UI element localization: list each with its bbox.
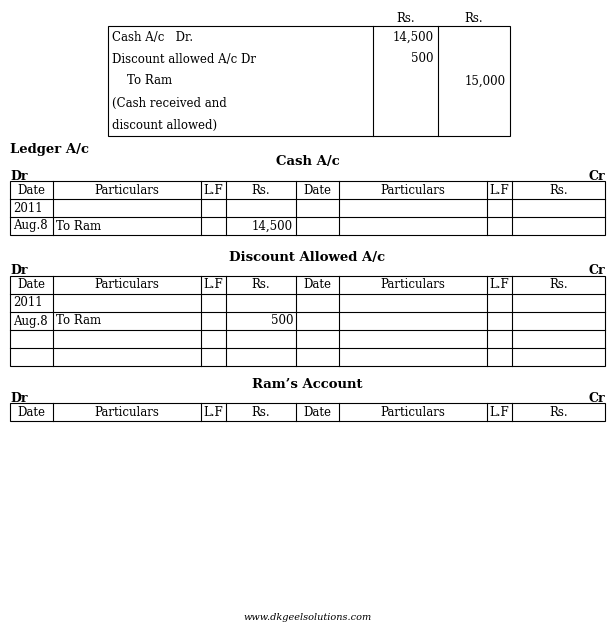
Bar (10, 403, 605, 421)
Text: Cr: Cr (589, 265, 605, 277)
Text: 2011: 2011 (13, 297, 42, 309)
Text: (Cash received and: (Cash received and (112, 96, 227, 110)
Text: Aug.8: Aug.8 (13, 314, 47, 327)
Text: L.F: L.F (204, 406, 223, 419)
Text: Particulars: Particulars (381, 279, 445, 292)
Text: Rs.: Rs. (465, 11, 483, 24)
Text: Date: Date (303, 279, 331, 292)
Bar (10, 181, 605, 235)
Text: Aug.8: Aug.8 (13, 220, 47, 232)
Text: Dr: Dr (10, 265, 28, 277)
Text: www.dkgeelsolutions.com: www.dkgeelsolutions.com (244, 612, 371, 622)
Text: 14,500: 14,500 (252, 220, 293, 232)
Text: Cr: Cr (589, 170, 605, 183)
Text: To Ram: To Ram (56, 314, 101, 327)
Text: Rs.: Rs. (252, 279, 271, 292)
Text: 2011: 2011 (13, 202, 42, 215)
Text: Dr: Dr (10, 170, 28, 183)
Text: Date: Date (17, 183, 46, 197)
Text: L.F: L.F (490, 183, 509, 197)
Text: To Ram: To Ram (112, 74, 172, 88)
Text: L.F: L.F (490, 406, 509, 419)
Text: discount allowed): discount allowed) (112, 118, 217, 131)
Text: 14,500: 14,500 (393, 31, 434, 43)
Text: Date: Date (303, 406, 331, 419)
Text: L.F: L.F (490, 279, 509, 292)
Bar (108, 26, 510, 136)
Text: Discount allowed A/c Dr: Discount allowed A/c Dr (112, 53, 256, 66)
Text: Dr: Dr (10, 391, 28, 404)
Text: Particulars: Particulars (95, 183, 159, 197)
Text: Particulars: Particulars (95, 279, 159, 292)
Text: 500: 500 (411, 53, 434, 66)
Text: Particulars: Particulars (95, 406, 159, 419)
Text: Rs.: Rs. (549, 406, 568, 419)
Bar (10, 276, 605, 366)
Text: Particulars: Particulars (381, 183, 445, 197)
Text: Rs.: Rs. (549, 279, 568, 292)
Text: Cr: Cr (589, 391, 605, 404)
Text: Cash A/c: Cash A/c (276, 155, 339, 168)
Text: Date: Date (17, 406, 46, 419)
Text: 15,000: 15,000 (465, 74, 506, 88)
Text: Rs.: Rs. (396, 11, 415, 24)
Text: Cash A/c   Dr.: Cash A/c Dr. (112, 31, 193, 43)
Text: Rs.: Rs. (549, 183, 568, 197)
Text: Particulars: Particulars (381, 406, 445, 419)
Text: L.F: L.F (204, 183, 223, 197)
Text: Date: Date (303, 183, 331, 197)
Text: To Ram: To Ram (56, 220, 101, 232)
Text: Ledger A/c: Ledger A/c (10, 143, 89, 156)
Text: Rs.: Rs. (252, 406, 271, 419)
Text: Discount Allowed A/c: Discount Allowed A/c (229, 250, 386, 264)
Text: Ram’s Account: Ram’s Account (252, 377, 363, 391)
Text: Date: Date (17, 279, 46, 292)
Text: 500: 500 (271, 314, 293, 327)
Text: Rs.: Rs. (252, 183, 271, 197)
Text: L.F: L.F (204, 279, 223, 292)
